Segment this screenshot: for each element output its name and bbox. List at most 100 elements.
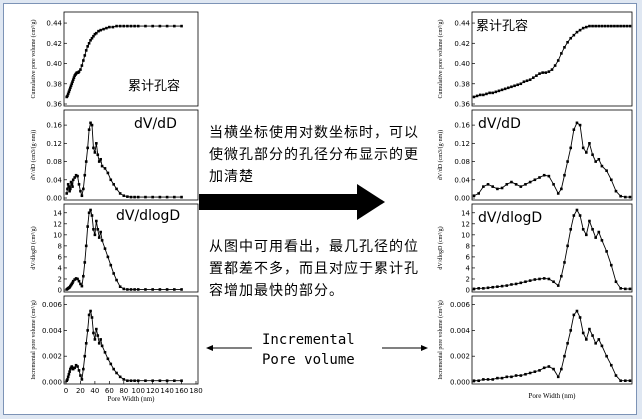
data-point	[82, 187, 85, 191]
data-point	[100, 164, 104, 168]
data-point	[76, 277, 79, 281]
data-point	[76, 174, 79, 178]
data-point	[609, 178, 613, 182]
data-point	[77, 279, 81, 283]
data-point	[144, 24, 147, 28]
data-point	[477, 287, 480, 290]
slide-frame: 0.36 0.38 0.40 0.42 0.44 Cumulative pore volu…	[3, 3, 637, 415]
y-tick-label: 0.006	[450, 301, 471, 309]
data-point	[112, 272, 115, 275]
data-point	[80, 378, 84, 381]
y-tick-label: 0.44	[46, 20, 62, 28]
data-point	[591, 228, 594, 231]
data-point	[86, 329, 89, 332]
data-point	[628, 287, 632, 291]
arrow-shaft	[199, 194, 357, 210]
y-tick-label: 14	[461, 209, 470, 217]
data-point	[158, 195, 162, 199]
data-point	[569, 329, 573, 332]
data-point	[578, 123, 582, 127]
data-point	[482, 185, 485, 188]
center-arrow-svg	[199, 184, 385, 220]
data-point	[525, 79, 529, 83]
data-point	[528, 78, 532, 82]
incremental-line-2: Pore volume	[262, 352, 355, 368]
data-point	[68, 370, 71, 373]
data-point	[144, 288, 147, 291]
data-point	[68, 189, 71, 193]
data-point	[614, 374, 618, 377]
data-point	[133, 379, 136, 383]
right-chart-stack: 0.36 0.38 0.40 0.42 0.44 Cumulative pore volu…	[434, 4, 638, 416]
y-tick-label: 0.40	[454, 60, 470, 68]
data-point	[122, 24, 126, 28]
data-point	[494, 90, 498, 94]
data-point	[83, 173, 87, 177]
data-point	[71, 279, 75, 283]
data-point	[92, 34, 95, 38]
data-point	[519, 82, 523, 86]
data-point	[102, 27, 105, 31]
data-point	[581, 26, 585, 30]
data-point	[563, 46, 566, 49]
data-point	[151, 195, 154, 199]
data-point	[544, 71, 548, 74]
data-point	[122, 194, 126, 198]
data-point	[491, 285, 495, 289]
data-point	[126, 379, 129, 383]
data-point	[507, 86, 510, 90]
data-point	[106, 357, 110, 361]
data-point	[93, 338, 97, 341]
data-point	[89, 38, 92, 42]
data-point	[66, 187, 69, 191]
data-point	[477, 379, 480, 383]
data-point	[609, 24, 613, 28]
data-point	[556, 375, 560, 379]
data-point	[560, 187, 563, 191]
data-point	[180, 195, 183, 199]
y-axis-label: dV/dD (cm3/(g·nm))	[437, 130, 444, 181]
data-point	[482, 287, 485, 290]
data-point	[588, 24, 591, 28]
x-tick-label: 60	[105, 387, 114, 395]
data-point	[538, 369, 541, 372]
data-point	[151, 288, 154, 291]
data-point	[569, 228, 573, 231]
data-point	[547, 174, 551, 178]
data-point	[514, 183, 518, 186]
data-point	[70, 183, 74, 186]
data-point	[552, 183, 555, 186]
data-point	[591, 24, 594, 28]
x-tick-label: 40	[90, 387, 99, 395]
data-point	[594, 236, 597, 239]
x-tick-label: 80	[119, 387, 128, 395]
data-point	[572, 128, 576, 131]
x-tick-label: 0	[64, 387, 68, 395]
y-tick-label: 10	[53, 231, 62, 239]
data-point	[89, 208, 92, 212]
data-point	[575, 121, 579, 125]
data-point	[566, 341, 569, 345]
data-point	[99, 230, 102, 234]
data-point	[173, 288, 176, 291]
data-point	[563, 261, 566, 264]
data-point	[505, 375, 509, 379]
data-point	[74, 363, 78, 367]
y-tick-label: 0.36	[46, 101, 62, 109]
y-tick-label: 0.00	[454, 195, 470, 203]
data-point	[491, 378, 495, 381]
y-tick-label: 6	[58, 253, 63, 261]
data-point	[90, 36, 94, 40]
data-point	[486, 183, 490, 186]
y-tick-label: 0.006	[42, 301, 63, 309]
data-point	[95, 31, 98, 35]
data-point	[96, 153, 100, 157]
data-point	[82, 59, 85, 62]
panel-annotation: dV/dlogD	[478, 210, 542, 226]
data-point	[605, 354, 608, 358]
data-point	[575, 208, 579, 212]
data-point	[622, 24, 626, 28]
data-point	[71, 185, 74, 188]
data-point	[118, 192, 122, 195]
data-point	[556, 59, 560, 62]
